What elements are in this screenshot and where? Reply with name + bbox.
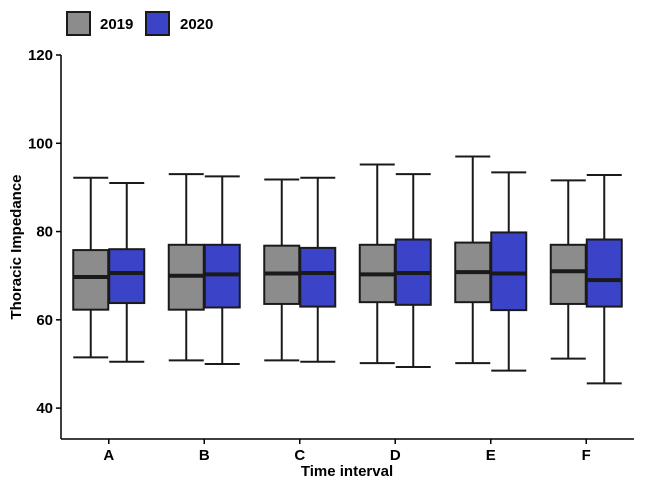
box-2020-F — [585, 174, 623, 385]
legend-swatch-2019 — [66, 11, 91, 36]
legend-label-2019: 2019 — [100, 16, 133, 33]
legend: 2019 2020 — [66, 11, 213, 36]
box-iqr — [549, 243, 587, 305]
y-ticks: 40 60 80 100 120 — [28, 47, 61, 417]
box-2020-C — [299, 176, 337, 363]
box-2019-F — [549, 179, 587, 360]
legend-swatch-2020 — [145, 11, 170, 36]
x-tick-label: A — [103, 447, 114, 464]
box-2019-D — [358, 163, 396, 365]
box-iqr — [585, 238, 623, 308]
y-tick-label: 120 — [28, 47, 53, 64]
x-tick-label: C — [294, 447, 305, 464]
x-tick-label: D — [390, 447, 401, 464]
box-2020-A — [108, 182, 146, 363]
y-tick-label: 80 — [36, 224, 53, 241]
box-2019-C — [263, 178, 301, 362]
box-iqr — [108, 248, 146, 305]
x-tick-label: E — [486, 447, 496, 464]
box-2019-B — [167, 173, 205, 362]
x-ticks: A B C D E F — [103, 439, 591, 464]
box-2020-B — [203, 175, 241, 365]
plot-area — [72, 155, 623, 385]
y-axis-title: Thoracic Impedance — [8, 174, 25, 319]
box-iqr — [299, 246, 337, 308]
box-2019-A — [72, 176, 110, 359]
box-iqr — [72, 249, 110, 311]
legend-label-2020: 2020 — [180, 16, 213, 33]
box-2019-E — [454, 155, 492, 365]
x-tick-label: B — [199, 447, 210, 464]
y-tick-label: 60 — [36, 312, 53, 329]
box-2020-E — [490, 171, 528, 372]
box-2020-D — [394, 173, 432, 369]
y-tick-label: 40 — [36, 400, 53, 417]
box-iqr — [490, 231, 528, 312]
y-tick-label: 100 — [28, 135, 53, 152]
axes — [60, 55, 634, 440]
x-axis-title: Time interval — [301, 463, 393, 480]
x-tick-label: F — [582, 447, 591, 464]
